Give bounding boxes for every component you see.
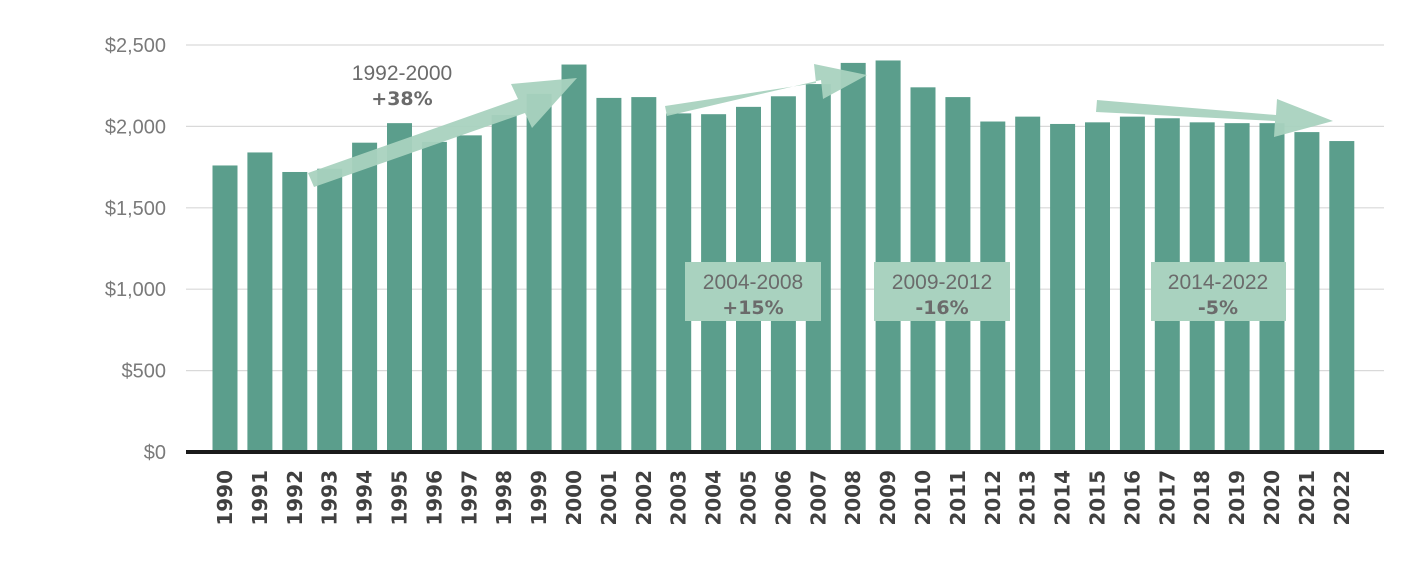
x-tick-label: 2018: [1190, 470, 1214, 526]
y-tick-label: $0: [144, 442, 166, 464]
trend-arrow-2004-2008: [665, 64, 867, 116]
bar-1999: [526, 93, 552, 452]
bar-1996: [421, 141, 447, 452]
bar-2022: [1329, 141, 1355, 452]
trend-arrow-2014-2022: [1096, 99, 1333, 137]
x-tick-label: 1993: [318, 470, 342, 526]
bar-1997: [456, 135, 482, 452]
annotation-box-2009-2012: [874, 262, 1010, 321]
annotation-change-2004-2008: +15%: [722, 297, 783, 319]
bar-2021: [1294, 132, 1320, 452]
annotation-box-2004-2008: [685, 262, 821, 321]
x-tick-label: 2005: [737, 470, 761, 526]
x-axis-ticks: 1990 1991 1992 1993 1994 1995 1996 1997 1998 1999…: [213, 470, 1354, 526]
x-tick-label: 2021: [1295, 470, 1319, 526]
x-tick-label: 1991: [248, 470, 272, 526]
x-tick-label: 2019: [1225, 470, 1249, 526]
x-tick-label: 2020: [1260, 470, 1284, 526]
x-tick-label: 1995: [388, 470, 412, 526]
x-tick-label: 2012: [981, 470, 1005, 526]
bar-2015: [1085, 122, 1110, 452]
bar-1993: [317, 168, 343, 452]
y-axis-ticks: $0 $500 $1,000 $1,500 $2,000 $2,500: [105, 35, 166, 464]
x-tick-label: 2009: [876, 470, 900, 526]
x-tick-label: 2013: [1016, 470, 1040, 526]
annotation-box-2014-2022: [1151, 262, 1286, 321]
x-tick-label: 2000: [562, 470, 586, 526]
annotations: 1992-2000 +38% 2004-2008 +15% 2009-2012 …: [352, 62, 1286, 321]
bar-1992: [282, 171, 308, 452]
x-tick-label: 2011: [946, 470, 970, 526]
bars: [212, 60, 1355, 453]
trend-arrows: [308, 64, 1333, 187]
x-tick-label: 1996: [422, 470, 446, 526]
bar-2001: [596, 97, 622, 452]
annotation-2004-2008: 2004-2008 +15%: [685, 262, 821, 321]
annotation-change-2014-2022: -5%: [1198, 297, 1238, 319]
x-tick-label: 1992: [283, 470, 307, 526]
x-tick-label: 2006: [771, 470, 795, 526]
trend-arrow-1992-2000: [308, 78, 577, 187]
y-tick-label: $1,000: [105, 279, 166, 301]
x-tick-label: 2016: [1120, 470, 1144, 526]
x-tick-label: 2010: [911, 470, 935, 526]
bar-2008: [840, 62, 866, 453]
annotation-range-2014-2022: 2014-2022: [1168, 271, 1268, 294]
x-tick-label: 1994: [353, 470, 377, 526]
annotation-1992-2000: 1992-2000 +38%: [352, 62, 452, 110]
bar-1991: [247, 152, 273, 452]
y-tick-label: $2,000: [105, 116, 166, 138]
x-tick-label: 2001: [597, 470, 621, 526]
y-tick-label: $1,500: [105, 198, 166, 220]
x-tick-label: 1990: [213, 470, 237, 526]
x-tick-label: 1998: [492, 470, 516, 526]
x-tick-label: 2017: [1155, 470, 1179, 526]
x-tick-label: 1999: [527, 470, 551, 526]
x-tick-label: 2022: [1330, 470, 1354, 526]
annotation-range-1992-2000: 1992-2000: [352, 62, 452, 85]
y-tick-label: $500: [122, 361, 167, 383]
bar-2014: [1050, 123, 1076, 452]
bar-2016: [1119, 116, 1145, 452]
annotation-2009-2012: 2009-2012 -16%: [874, 262, 1010, 321]
bar-1990: [212, 165, 238, 453]
bar-2002: [631, 97, 657, 452]
bar-2009: [875, 60, 901, 452]
annotation-change-1992-2000: +38%: [371, 88, 432, 110]
x-tick-label: 2003: [667, 470, 691, 526]
x-tick-label: 2004: [702, 470, 726, 526]
bar-1998: [491, 115, 517, 452]
bar-1994: [352, 142, 378, 452]
annotation-change-2009-2012: -16%: [915, 297, 968, 319]
x-tick-label: 2015: [1086, 470, 1110, 526]
annotation-2014-2022: 2014-2022 -5%: [1151, 262, 1286, 321]
x-tick-label: 1997: [457, 470, 481, 526]
x-tick-label: 2008: [841, 470, 865, 526]
x-tick-label: 2002: [632, 470, 656, 526]
annotation-range-2009-2012: 2009-2012: [892, 271, 992, 294]
y-tick-label: $2,500: [105, 35, 166, 57]
bar-2013: [1015, 116, 1041, 452]
bar-2000: [561, 64, 587, 452]
annotation-range-2004-2008: 2004-2008: [703, 271, 803, 294]
bar-1995: [387, 123, 412, 453]
x-tick-label: 2007: [806, 470, 830, 526]
x-tick-label: 2014: [1051, 470, 1075, 526]
